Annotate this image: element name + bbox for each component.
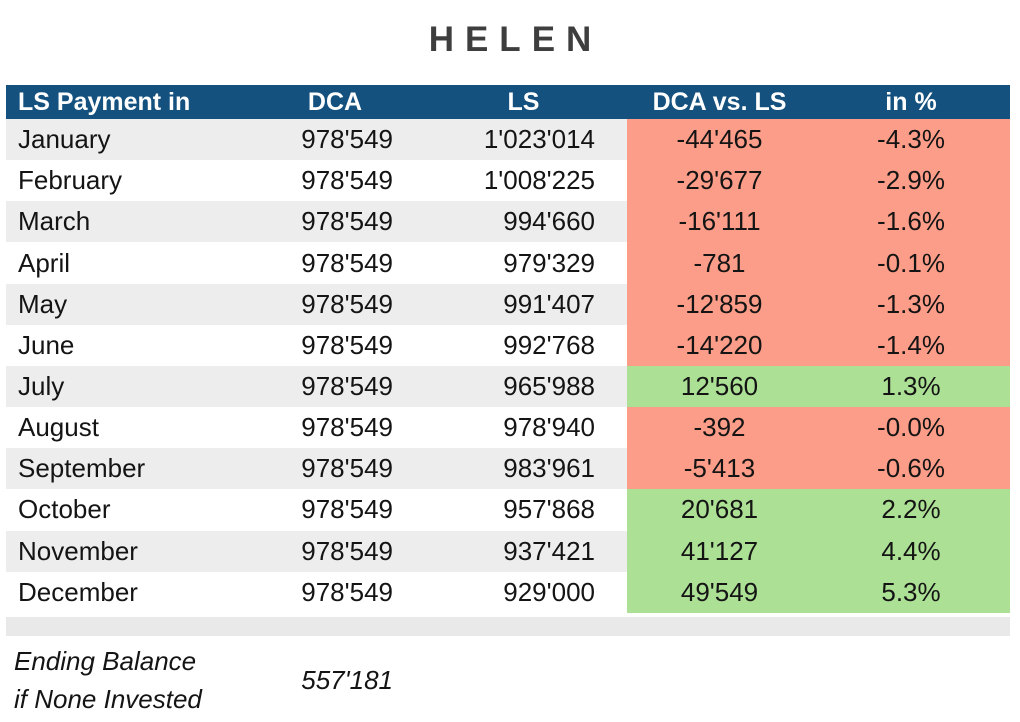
pct-cell: 4.4%	[812, 530, 1010, 572]
table-row: April 978'549 979'329 -781 -0.1%	[6, 242, 1010, 284]
ending-balance-value: 557'181	[301, 664, 393, 695]
table-row: July 978'549 965'988 12'560 1.3%	[6, 365, 1010, 408]
dca-cell: 978'549	[301, 329, 393, 360]
ls-cell: 983'961	[420, 448, 627, 490]
ending-balance-label: Ending Balance if None Invested	[6, 642, 250, 718]
table-row: June 978'549 992'768 -14'220 -1.4%	[6, 324, 1010, 366]
dca-cell: 978'549	[250, 365, 420, 408]
month-cell: September	[6, 448, 250, 490]
ls-cell: 965'988	[420, 365, 627, 408]
diff-cell: -14'220	[627, 324, 812, 366]
ls-cell: 957'868	[503, 494, 595, 525]
diff-cell: -12'859	[627, 283, 812, 325]
ls-cell: 979'329	[503, 247, 595, 278]
dca-cell: 978'549	[301, 412, 393, 443]
month-cell: December	[18, 576, 138, 607]
dca-cell: 978'549	[250, 448, 420, 490]
table-body: January 978'549 1'023'014 -44'465 -4.3% …	[6, 119, 1010, 613]
table-row: August 978'549 978'940 -392 -0.0%	[6, 407, 1010, 449]
table-row: November 978'549 937'421 41'127 4.4%	[6, 530, 1010, 572]
month-cell: April	[18, 247, 71, 278]
pct-cell: -0.6%	[812, 448, 1010, 490]
dca-cell: 978'549	[301, 494, 393, 525]
comparison-table: LS Payment in DCA LS DCA vs. LS in % Jan…	[6, 85, 1010, 613]
month-cell: November	[6, 530, 250, 572]
month-cell: February	[18, 165, 123, 196]
dca-cell: 978'549	[301, 576, 393, 607]
dca-cell: 978'549	[250, 283, 420, 325]
month-cell: June	[18, 329, 75, 360]
pct-cell: -0.1%	[812, 242, 1010, 284]
month-cell: October	[18, 494, 111, 525]
diff-cell: 12'560	[627, 365, 812, 408]
ls-cell: 937'421	[420, 530, 627, 572]
table-row: January 978'549 1'023'014 -44'465 -4.3%	[6, 119, 1010, 161]
ls-cell: 978'940	[503, 412, 595, 443]
ls-cell: 1'023'014	[420, 119, 627, 161]
table-row: September 978'549 983'961 -5'413 -0.6%	[6, 448, 1010, 490]
diff-cell: 49'549	[627, 571, 812, 613]
dca-cell: 978'549	[250, 530, 420, 572]
diff-cell: -781	[627, 242, 812, 284]
header-ls: LS	[507, 87, 540, 116]
pct-cell: 1.3%	[812, 365, 1010, 408]
pct-cell: -2.9%	[812, 160, 1010, 202]
header-dca-vs-ls: DCA vs. LS	[652, 87, 787, 116]
dca-cell: 978'549	[301, 247, 393, 278]
table-row: March 978'549 994'660 -16'111 -1.6%	[6, 201, 1010, 243]
ls-cell: 929'000	[503, 576, 595, 607]
pct-cell: -4.3%	[812, 119, 1010, 161]
ls-cell: 994'660	[420, 201, 627, 243]
pct-cell: -1.4%	[812, 324, 1010, 366]
pct-cell: -1.6%	[812, 201, 1010, 243]
table-row: May 978'549 991'407 -12'859 -1.3%	[6, 283, 1010, 325]
ending-balance-row: Ending Balance if None Invested 557'181	[6, 642, 1010, 718]
diff-cell: 20'681	[627, 489, 812, 531]
diff-cell: 41'127	[627, 530, 812, 572]
ls-cell: 991'407	[420, 283, 627, 325]
table-row: February 978'549 1'008'225 -29'677 -2.9%	[6, 160, 1010, 202]
diff-cell: -29'677	[627, 160, 812, 202]
ls-cell: 992'768	[503, 329, 595, 360]
ending-balance-label-line1: Ending Balance	[14, 646, 197, 676]
diff-cell: -44'465	[627, 119, 812, 161]
table-row: December 978'549 929'000 49'549 5.3%	[6, 571, 1010, 613]
month-cell: July	[6, 365, 250, 408]
diff-cell: -392	[627, 407, 812, 449]
table-row: October 978'549 957'868 20'681 2.2%	[6, 489, 1010, 531]
dca-cell: 978'549	[301, 165, 393, 196]
pct-cell: 5.3%	[812, 571, 1010, 613]
page-title: HELEN	[428, 20, 603, 59]
pct-cell: -1.3%	[812, 283, 1010, 325]
pct-cell: -0.0%	[812, 407, 1010, 449]
dca-cell: 978'549	[250, 119, 420, 161]
diff-cell: -16'111	[627, 201, 812, 243]
month-cell: August	[18, 412, 99, 443]
diff-cell: -5'413	[627, 448, 812, 490]
dca-cell: 978'549	[250, 201, 420, 243]
ls-cell: 1'008'225	[483, 165, 595, 196]
ending-balance-label-line2: if None Invested	[14, 684, 202, 714]
month-cell: January	[6, 119, 250, 161]
pct-cell: 2.2%	[812, 489, 1010, 531]
header-in-pct: in %	[885, 87, 937, 116]
header-ls-payment-in: LS Payment in	[18, 87, 191, 116]
table-header-row: LS Payment in DCA LS DCA vs. LS in %	[6, 85, 1010, 119]
header-dca: DCA	[307, 87, 363, 116]
month-cell: March	[6, 201, 250, 243]
month-cell: May	[6, 283, 250, 325]
spacer-band	[6, 617, 1010, 636]
